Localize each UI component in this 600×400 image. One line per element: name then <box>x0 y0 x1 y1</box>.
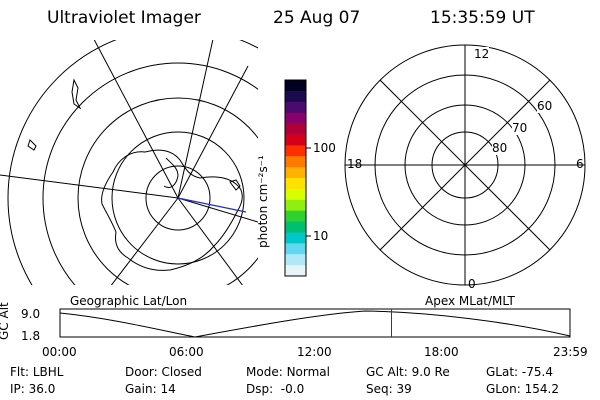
door-value: Closed <box>161 365 202 379</box>
filter-info: Flt: LBHL <box>10 365 64 379</box>
ip-value: 36.0 <box>28 382 56 396</box>
colorbar-frame <box>284 79 307 277</box>
colorbar-segment <box>285 178 306 190</box>
colorbar-segment <box>285 254 306 266</box>
colorbar-segment <box>285 265 306 277</box>
colorbar-segment <box>285 156 306 168</box>
altitude-ylabel: GC Alt <box>0 302 11 340</box>
glat-info: GLat: -75.4 <box>486 365 553 379</box>
gcalt-info: GC Alt: 9.0 Re <box>366 365 450 379</box>
colorbar-segment <box>285 167 306 179</box>
colorbar-segment <box>285 188 306 201</box>
door-info: Door: Closed <box>125 365 202 379</box>
mlt-label: 12 <box>474 47 490 61</box>
magnetic-map <box>344 44 586 286</box>
geographic-map <box>0 40 258 285</box>
colorbar <box>284 79 311 277</box>
colorbar-segment <box>285 199 306 212</box>
glon-value: 154.2 <box>524 382 559 396</box>
colorbar-unit-label: photon cm⁻²s⁻¹ <box>256 155 270 248</box>
right-map-label: Apex MLat/MLT <box>425 294 515 308</box>
left-map-label: Geographic Lat/Lon <box>70 294 188 308</box>
colorbar-segment <box>285 123 306 135</box>
glat-value: -75.4 <box>521 365 553 379</box>
time-label: 15:35:59 UT <box>430 8 535 28</box>
lat-circle <box>111 131 245 265</box>
coastline <box>163 157 179 189</box>
mlt-label: 18 <box>347 157 363 171</box>
date-label: 25 Aug 07 <box>273 8 361 28</box>
sun-direction-line <box>177 197 247 213</box>
coastline <box>27 139 37 151</box>
altitude-xtick: 18:00 <box>424 345 459 359</box>
lat-circle <box>42 62 258 285</box>
mode-value: Normal <box>286 365 330 379</box>
mlt-label: 6 <box>576 157 584 171</box>
colorbar-segment <box>285 101 306 114</box>
coastline <box>71 78 82 110</box>
meridian-line <box>177 65 249 199</box>
instrument-title: Ultraviolet Imager <box>47 8 201 28</box>
mode-info: Mode: Normal <box>246 365 330 379</box>
coastline <box>101 149 243 271</box>
mlat-label: 80 <box>492 141 508 155</box>
seq-info: Seq: 39 <box>366 382 412 396</box>
meridian-line <box>110 197 179 285</box>
mlt-label: 0 <box>468 277 476 291</box>
altitude-ytick: 1.8 <box>21 329 41 343</box>
colorbar-segment <box>285 221 306 233</box>
colorbar-segment <box>285 210 306 223</box>
meridian-line <box>177 40 214 199</box>
ip-info: IP: 36.0 <box>10 382 56 396</box>
filter-value: LBHL <box>32 365 64 379</box>
mlt-line <box>379 79 551 251</box>
mlat-label: 70 <box>512 121 528 135</box>
glon-info: GLon: 154.2 <box>486 382 559 396</box>
colorbar-segment <box>285 80 306 92</box>
lat-circle <box>7 40 258 285</box>
colorbar-segment <box>285 145 306 157</box>
seq-value: 39 <box>396 382 412 396</box>
altitude-xtick: 12:00 <box>297 345 332 359</box>
colorbar-segment <box>285 134 306 146</box>
meridian-line <box>177 197 243 285</box>
gain-info: Gain: 14 <box>125 382 176 396</box>
lat-circle <box>145 165 211 231</box>
colorbar-segment <box>285 232 306 244</box>
lat-circle <box>77 97 258 285</box>
colorbar-segment <box>285 112 306 125</box>
altitude-ytick: 9.0 <box>21 307 41 321</box>
meridian-line <box>93 40 179 199</box>
gain-value: 14 <box>160 382 176 396</box>
colorbar-segment <box>285 90 306 103</box>
meridian-line <box>177 197 258 223</box>
altitude-xtick: 00:00 <box>42 345 77 359</box>
altitude-plot-frame <box>59 308 571 338</box>
colorbar-segment <box>285 243 306 255</box>
dsp-info: Dsp: -0.0 <box>246 382 305 396</box>
altitude-xtick: 23:59 <box>553 345 588 359</box>
altitude-curve <box>59 310 571 338</box>
gcalt-value: 9.0 Re <box>411 365 450 379</box>
meridian-line <box>0 174 179 199</box>
coastline <box>229 179 241 191</box>
dsp-value: -0.0 <box>280 382 305 396</box>
mlat-label: 60 <box>537 99 553 113</box>
altitude-plot <box>59 308 571 338</box>
colorbar-tick-label: 100 <box>313 141 336 155</box>
colorbar-tick-label: 10 <box>313 229 329 243</box>
altitude-xtick: 06:00 <box>169 345 204 359</box>
